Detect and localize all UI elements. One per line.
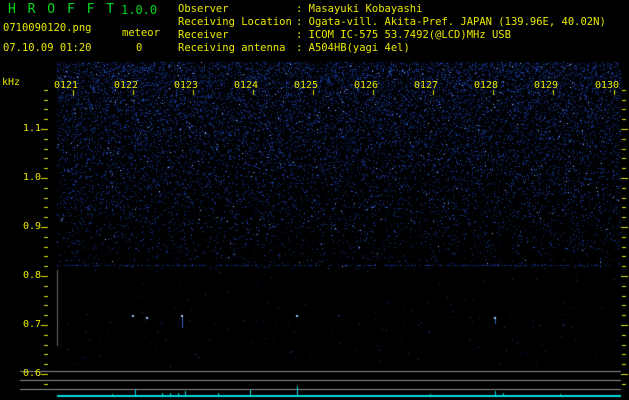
time-tick-label: 0127 bbox=[413, 80, 439, 91]
app-title: H R O F F T bbox=[8, 2, 117, 17]
freq-tick-label: 0.7 bbox=[22, 319, 41, 330]
time-tick-label: 0126 bbox=[353, 80, 379, 91]
freq-tick-label: 0.9 bbox=[22, 221, 41, 232]
time-tick-label: 0122 bbox=[113, 80, 139, 91]
output-filename: 0710090120.png bbox=[3, 22, 92, 34]
freq-tick-label: 1.1 bbox=[22, 123, 41, 134]
time-tick-label: 0125 bbox=[293, 80, 319, 91]
receiving-antenna-row: Receiving antenna: A504HB(yagi 4el) bbox=[178, 42, 606, 55]
info-label: Receiving antenna bbox=[178, 42, 286, 54]
time-tick-label: 0128 bbox=[473, 80, 499, 91]
observer-row: Observer: Masayuki Kobayashi bbox=[178, 3, 606, 16]
info-label: Receiver bbox=[178, 29, 229, 41]
receiver-row: Receiver: ICOM IC-575 53.7492(@LCD)MHz U… bbox=[178, 29, 606, 42]
info-value: A504HB(yagi 4el) bbox=[308, 42, 410, 54]
info-value: ICOM IC-575 53.7492(@LCD)MHz USB bbox=[308, 29, 511, 41]
receiving-location-row: Receiving Location: Ogata-vill. Akita-Pr… bbox=[178, 16, 606, 29]
time-tick-label: 0124 bbox=[233, 80, 259, 91]
mode-label: meteor bbox=[122, 27, 160, 39]
observer-info-block: Observer: Masayuki Kobayashi Receiving L… bbox=[178, 3, 606, 55]
echo-count: 0 bbox=[136, 42, 143, 54]
time-tick-label: 0129 bbox=[533, 80, 559, 91]
datetime-label: 07.10.09 01:20 bbox=[3, 42, 92, 54]
time-tick-label: 0123 bbox=[173, 80, 199, 91]
info-label: Observer bbox=[178, 3, 229, 15]
info-separator: : bbox=[296, 16, 309, 28]
time-tick-label: 0130 bbox=[594, 80, 620, 91]
info-separator: : bbox=[296, 42, 309, 54]
info-separator: : bbox=[296, 3, 309, 15]
app-version: 1.0.0 bbox=[121, 3, 158, 17]
info-separator: : bbox=[296, 29, 309, 41]
info-label: Receiving Location bbox=[178, 16, 292, 28]
freq-tick-label: 0.8 bbox=[22, 270, 41, 281]
info-value: Masayuki Kobayashi bbox=[308, 3, 423, 15]
y-axis-unit-label: kHz bbox=[2, 77, 21, 88]
freq-tick-label: 0.6 bbox=[22, 368, 41, 379]
freq-tick-label: 1.0 bbox=[22, 172, 41, 183]
info-value: Ogata-vill. Akita-Pref. JAPAN (139.96E, … bbox=[308, 16, 606, 28]
time-tick-label: 0121 bbox=[53, 80, 79, 91]
